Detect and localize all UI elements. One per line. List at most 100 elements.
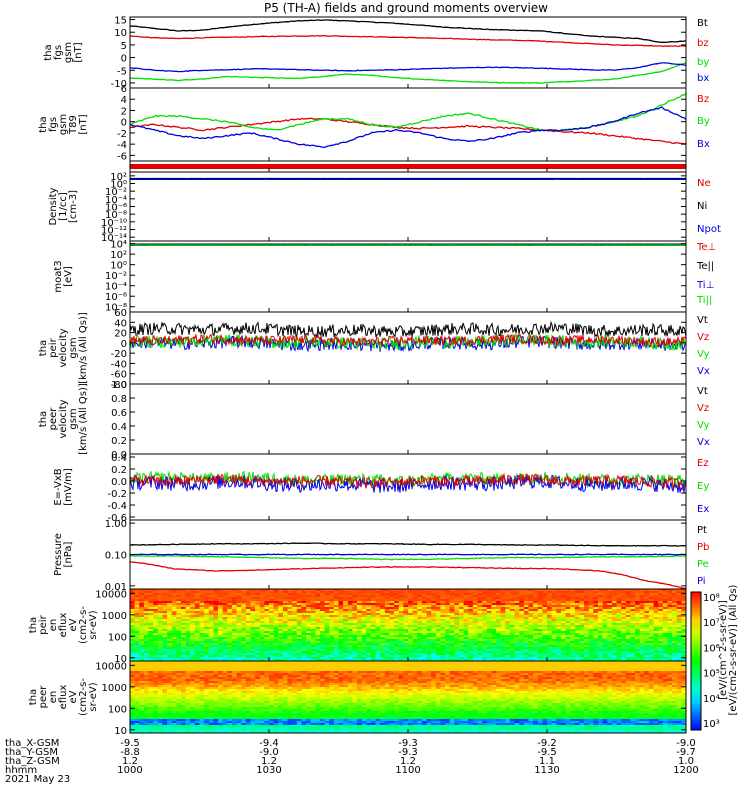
- heatmap-cell: [153, 603, 158, 605]
- heatmap-cell: [607, 631, 612, 633]
- heatmap-cell: [593, 625, 598, 627]
- heatmap-cell: [223, 641, 228, 643]
- heatmap-cell: [149, 639, 154, 641]
- heatmap-cell: [274, 609, 279, 611]
- heatmap-cell: [176, 633, 181, 635]
- heatmap-cell: [436, 653, 441, 655]
- heatmap-cell: [274, 607, 279, 609]
- heatmap-cell: [301, 623, 306, 625]
- heatmap-cell: [366, 607, 371, 609]
- heatmap-cell: [181, 643, 186, 645]
- heatmap-cell: [399, 655, 404, 657]
- heatmap-cell: [348, 657, 353, 659]
- heatmap-cell: [139, 605, 144, 607]
- heatmap-cell: [473, 607, 478, 609]
- heatmap-cell: [422, 593, 427, 595]
- heatmap-cell: [357, 665, 362, 667]
- heatmap-cell: [408, 653, 413, 655]
- heatmap-cell: [195, 645, 200, 647]
- heatmap-cell: [223, 663, 228, 665]
- heatmap-cell: [450, 657, 455, 659]
- heatmap-cell: [654, 597, 659, 599]
- heatmap-cell: [566, 609, 571, 611]
- heatmap-cell: [172, 609, 177, 611]
- heatmap-cell: [167, 603, 172, 605]
- heatmap-cell: [260, 601, 265, 603]
- heatmap-cell: [464, 623, 469, 625]
- heatmap-cell: [306, 597, 311, 599]
- heatmap-cell: [501, 657, 506, 659]
- heatmap-cell: [667, 633, 672, 635]
- heatmap-cell: [167, 605, 172, 607]
- heatmap-cell: [454, 609, 459, 611]
- heatmap-cell: [135, 615, 140, 617]
- heatmap-cell: [538, 595, 543, 597]
- heatmap-cell: [278, 617, 283, 619]
- y-tick-label: -6: [117, 151, 127, 162]
- heatmap-cell: [496, 651, 501, 653]
- heatmap-cell: [306, 621, 311, 623]
- heatmap-cell: [566, 599, 571, 601]
- heatmap-cell: [162, 633, 167, 635]
- heatmap-cell: [241, 637, 246, 639]
- heatmap-cell: [241, 631, 246, 633]
- heatmap-cell: [598, 603, 603, 605]
- heatmap-cell: [473, 637, 478, 639]
- heatmap-cell: [552, 613, 557, 615]
- heatmap-cell: [130, 653, 135, 655]
- heatmap-cell: [436, 641, 441, 643]
- heatmap-cell: [663, 619, 668, 621]
- heatmap-cell: [218, 629, 223, 631]
- heatmap-cell: [186, 625, 191, 627]
- heatmap-cell: [607, 599, 612, 601]
- heatmap-cell: [621, 607, 626, 609]
- heatmap-cell: [357, 621, 362, 623]
- heatmap-cell: [250, 611, 255, 613]
- heatmap-cell: [195, 615, 200, 617]
- panel-frame: [130, 312, 686, 384]
- heatmap-cell: [579, 619, 584, 621]
- heatmap-cell: [306, 607, 311, 609]
- legend-entry: Vy: [697, 349, 710, 360]
- heatmap-cell: [237, 619, 242, 621]
- heatmap-cell: [496, 653, 501, 655]
- heatmap-cell: [209, 601, 214, 603]
- heatmap-cell: [524, 637, 529, 639]
- heatmap-cell: [213, 647, 218, 649]
- heatmap-cell: [352, 665, 357, 667]
- heatmap-cell: [635, 615, 640, 617]
- heatmap-cell: [459, 651, 464, 653]
- heatmap-cell: [283, 615, 288, 617]
- heatmap-cell: [162, 643, 167, 645]
- heatmap-cell: [459, 629, 464, 631]
- heatmap-cell: [510, 613, 515, 615]
- heatmap-cell: [371, 629, 376, 631]
- heatmap-cell: [385, 639, 390, 641]
- heatmap-cell: [403, 617, 408, 619]
- heatmap-cell: [149, 637, 154, 639]
- heatmap-cell: [158, 625, 163, 627]
- heatmap-cell: [186, 639, 191, 641]
- heatmap-cell: [190, 665, 195, 667]
- heatmap-cell: [677, 613, 682, 615]
- heatmap-cell: [200, 607, 205, 609]
- heatmap-cell: [339, 637, 344, 639]
- heatmap-cell: [167, 593, 172, 595]
- heatmap-cell: [450, 663, 455, 665]
- heatmap-cell: [621, 643, 626, 645]
- heatmap-cell: [575, 609, 580, 611]
- heatmap-cell: [288, 635, 293, 637]
- heatmap-cell: [352, 651, 357, 653]
- heatmap-cell: [144, 617, 149, 619]
- heatmap-cell: [533, 649, 538, 651]
- heatmap-cell: [464, 607, 469, 609]
- heatmap-cell: [209, 639, 214, 641]
- heatmap-cell: [135, 623, 140, 625]
- heatmap-cell: [556, 637, 561, 639]
- heatmap-cell: [315, 597, 320, 599]
- heatmap-cell: [311, 657, 316, 659]
- heatmap-cell: [255, 617, 260, 619]
- heatmap-cell: [408, 619, 413, 621]
- heatmap-cell: [135, 657, 140, 659]
- heatmap-cell: [288, 625, 293, 627]
